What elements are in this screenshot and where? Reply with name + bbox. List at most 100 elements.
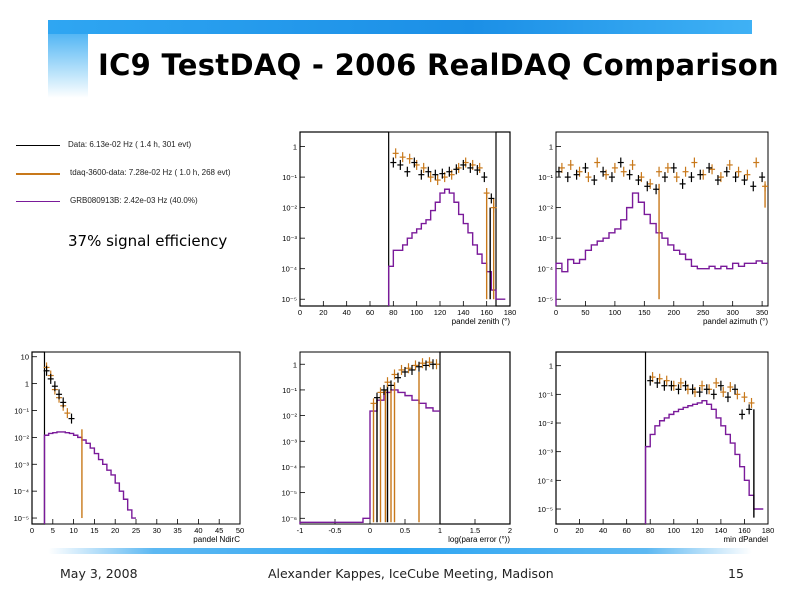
x-tick-label: 160 (738, 526, 751, 535)
x-tick-label: 15 (90, 526, 98, 535)
x-tick-label: 140 (715, 526, 728, 535)
grb-series-line (387, 188, 506, 306)
y-tick-label: 10⁻¹ (538, 390, 553, 399)
cut-region-box (495, 131, 511, 307)
legend-entry-data: Data: 6.13e-02 Hz ( 1.4 h, 301 evt) (14, 140, 274, 152)
x-tick-label: 80 (389, 308, 397, 317)
x-axis-label: pandel NdirC (193, 535, 240, 544)
signal-efficiency-note: 37% signal efficiency (68, 232, 228, 250)
x-tick-label: 250 (697, 308, 710, 317)
legend-entry-tdaq: tdaq-3600-data: 7.28e-02 Hz ( 1.0 h, 268… (14, 168, 274, 180)
chart-min-dpandel: 0 20 40 60 80 100 120 140 160 180 1 10⁻¹ 10⁻² 10⁻³ 10⁻… (537, 351, 774, 544)
legend-swatch-data (16, 145, 60, 146)
x-axis-label: log(para error (°)) (448, 535, 510, 544)
plot-frame (299, 131, 511, 307)
footer-author: Alexander Kappes, IceCube Meeting, Madis… (268, 566, 554, 581)
y-tick-label: 10⁻⁴ (537, 265, 553, 274)
x-tick-label: 120 (434, 308, 447, 317)
y-tick-label: 10⁻⁴ (281, 265, 297, 274)
y-tick-label: 10⁻³ (282, 437, 297, 446)
title-band (48, 20, 752, 34)
x-tick-label: 80 (646, 526, 654, 535)
legend-label-grb: GRB080913B: 2.42e-03 Hz (40.0%) (70, 196, 198, 205)
plot-frame (555, 351, 769, 525)
x-tick-label: 20 (575, 526, 583, 535)
x-tick-label: 50 (581, 308, 589, 317)
x-tick-label: 5 (51, 526, 55, 535)
legend: Data: 6.13e-02 Hz ( 1.4 h, 301 evt) tdaq… (14, 136, 274, 216)
x-axis-label: min dPandel (724, 535, 769, 544)
legend-label-data: Data: 6.13e-02 Hz ( 1.4 h, 301 evt) (68, 140, 192, 149)
x-tick-label: 350 (756, 308, 769, 317)
chart-pandel-ndirc: 0 5 10 15 20 25 30 35 40 45 50 10 1 10⁻¹ 10⁻² 10⁻³ 10⁻⁴ 1… (13, 351, 244, 544)
x-tick-label: 2 (508, 526, 512, 535)
x-tick-label: 50 (236, 526, 244, 535)
legend-entry-grb: GRB080913B: 2.42e-03 Hz (40.0%) (14, 196, 274, 208)
y-tick-label: 10 (21, 353, 29, 362)
x-tick-label: 10 (69, 526, 77, 535)
x-tick-label: 35 (173, 526, 181, 535)
y-tick-label: 10⁻¹ (282, 386, 297, 395)
x-tick-label: 0.5 (400, 526, 410, 535)
grb-series-line (644, 400, 764, 524)
footer-bar (48, 548, 752, 554)
x-tick-label: 40 (194, 526, 202, 535)
x-tick-label: 200 (668, 308, 681, 317)
x-axis-label: pandel azimuth (°) (703, 317, 768, 326)
cut-region-box (555, 351, 647, 525)
x-tick-label: 100 (668, 526, 681, 535)
x-tick-label: 0 (298, 308, 302, 317)
x-tick-label: 40 (342, 308, 350, 317)
x-tick-label: 300 (726, 308, 739, 317)
y-tick-label: 10⁻² (14, 433, 29, 442)
x-tick-label: 160 (480, 308, 493, 317)
x-tick-label: 140 (457, 308, 470, 317)
y-tick-label: 10⁻⁴ (537, 476, 553, 485)
y-tick-label: 10⁻¹ (282, 173, 297, 182)
x-tick-label: 100 (410, 308, 423, 317)
x-tick-label: 40 (599, 526, 607, 535)
y-tick-label: 10⁻³ (282, 234, 297, 243)
y-tick-label: 10⁻³ (538, 448, 553, 457)
x-tick-label: 0 (30, 526, 34, 535)
y-tick-label: 1 (549, 362, 553, 371)
footer-date: May 3, 2008 (60, 566, 138, 581)
y-tick-label: 10⁻⁶ (282, 514, 297, 523)
x-tick-label: 30 (153, 526, 161, 535)
x-tick-label: 60 (622, 526, 630, 535)
x-tick-label: 180 (762, 526, 774, 535)
x-tick-label: 1 (438, 526, 442, 535)
chart-pandel-azimuth: 0 50 100 150 200 250 300 350 1 10⁻¹ 10⁻² 10⁻³ 10⁻⁴ 10… (537, 131, 769, 326)
x-tick-label: 20 (319, 308, 327, 317)
plot-frame (299, 351, 511, 525)
x-tick-label: 25 (132, 526, 140, 535)
y-tick-label: 10⁻² (282, 204, 297, 213)
x-axis-label: pandel zenith (°) (452, 317, 511, 326)
chart-pandel-zenith: 0 20 40 60 80 100 120 140 160 180 1 10⁻¹ 10⁻² 10⁻³ 10⁻… (281, 131, 516, 326)
y-tick-label: 10⁻¹ (538, 173, 553, 182)
x-tick-label: 120 (691, 526, 704, 535)
x-tick-label: 45 (215, 526, 223, 535)
y-tick-label: 10⁻⁴ (13, 487, 29, 496)
grb-series-line (43, 431, 136, 524)
y-tick-label: 10⁻¹ (14, 407, 29, 416)
y-tick-label: 1 (25, 380, 29, 389)
grb-series-line (555, 192, 768, 306)
x-tick-label: 0 (368, 526, 372, 535)
y-tick-label: 10⁻⁵ (538, 505, 553, 514)
y-tick-label: 10⁻² (538, 204, 553, 213)
y-tick-label: 1 (549, 143, 553, 152)
plot-frame (31, 351, 241, 525)
y-tick-label: 10⁻⁴ (281, 463, 297, 472)
legend-swatch-tdaq (16, 173, 60, 175)
x-tick-label: -0.5 (329, 526, 342, 535)
x-tick-label: 20 (111, 526, 119, 535)
cut-region-box (299, 131, 390, 307)
y-tick-label: 10⁻⁵ (282, 489, 297, 498)
x-tick-label: 60 (366, 308, 374, 317)
x-tick-label: 0 (554, 308, 558, 317)
plot-frame (555, 131, 769, 307)
y-tick-label: 10⁻⁵ (14, 514, 29, 523)
y-tick-label: 10⁻³ (538, 234, 553, 243)
legend-swatch-grb (16, 201, 60, 202)
